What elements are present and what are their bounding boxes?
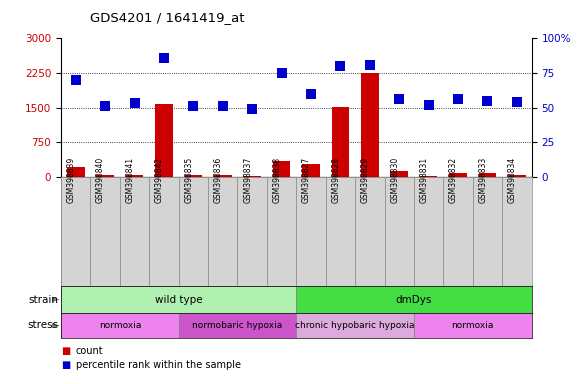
Text: GSM398834: GSM398834 bbox=[508, 157, 517, 203]
Point bbox=[159, 55, 168, 61]
Point bbox=[277, 70, 286, 76]
Text: normoxia: normoxia bbox=[451, 321, 494, 330]
Bar bbox=[449, 173, 467, 177]
Bar bbox=[61, 286, 296, 313]
Text: dmDys: dmDys bbox=[396, 295, 432, 305]
Bar bbox=[243, 176, 261, 177]
Point bbox=[483, 98, 492, 104]
Text: GSM398839: GSM398839 bbox=[67, 157, 76, 203]
Point bbox=[306, 91, 315, 97]
Bar bbox=[390, 171, 408, 177]
Text: percentile rank within the sample: percentile rank within the sample bbox=[76, 360, 241, 370]
Bar bbox=[414, 313, 532, 338]
Bar bbox=[185, 175, 202, 177]
Text: chronic hypobaric hypoxia: chronic hypobaric hypoxia bbox=[295, 321, 415, 330]
Point bbox=[248, 106, 257, 112]
Bar bbox=[273, 161, 290, 177]
Bar bbox=[238, 177, 267, 286]
Text: GDS4201 / 1641419_at: GDS4201 / 1641419_at bbox=[90, 12, 245, 25]
Point bbox=[365, 61, 375, 68]
Text: GSM398832: GSM398832 bbox=[449, 157, 458, 203]
Text: GSM398836: GSM398836 bbox=[214, 157, 223, 203]
Bar bbox=[508, 175, 526, 177]
Text: normobaric hypoxia: normobaric hypoxia bbox=[192, 321, 282, 330]
Bar bbox=[414, 177, 443, 286]
Bar bbox=[149, 177, 179, 286]
Text: GSM398835: GSM398835 bbox=[184, 157, 193, 203]
Text: normoxia: normoxia bbox=[99, 321, 141, 330]
Bar bbox=[296, 313, 414, 338]
Bar bbox=[267, 177, 296, 286]
Bar bbox=[155, 104, 173, 177]
Bar bbox=[91, 177, 120, 286]
Text: GSM398838: GSM398838 bbox=[272, 157, 282, 203]
Point bbox=[71, 77, 80, 83]
Text: GSM398828: GSM398828 bbox=[331, 157, 340, 203]
Bar bbox=[296, 286, 532, 313]
Text: GSM398840: GSM398840 bbox=[96, 157, 105, 203]
Text: stress: stress bbox=[27, 320, 58, 331]
Text: GSM398837: GSM398837 bbox=[243, 157, 252, 203]
Text: ■: ■ bbox=[61, 360, 70, 370]
Point bbox=[512, 99, 522, 105]
Point bbox=[394, 96, 404, 102]
Text: strain: strain bbox=[28, 295, 58, 305]
Bar bbox=[502, 177, 532, 286]
Bar bbox=[332, 107, 349, 177]
Point bbox=[101, 103, 110, 109]
Point bbox=[130, 100, 139, 106]
Bar bbox=[61, 177, 91, 286]
Text: count: count bbox=[76, 346, 103, 356]
Text: GSM398841: GSM398841 bbox=[125, 157, 135, 203]
Text: GSM398842: GSM398842 bbox=[155, 157, 164, 203]
Bar bbox=[355, 177, 385, 286]
Bar bbox=[361, 73, 379, 177]
Bar bbox=[120, 177, 149, 286]
Bar bbox=[385, 177, 414, 286]
Text: GSM398833: GSM398833 bbox=[479, 157, 487, 203]
Text: GSM398830: GSM398830 bbox=[390, 157, 399, 203]
Point bbox=[189, 103, 198, 109]
Bar bbox=[67, 167, 85, 177]
Bar bbox=[473, 177, 502, 286]
Bar bbox=[420, 176, 437, 177]
Bar bbox=[61, 313, 179, 338]
Bar bbox=[302, 164, 320, 177]
Bar bbox=[179, 177, 208, 286]
Bar bbox=[326, 177, 355, 286]
Point bbox=[336, 63, 345, 69]
Bar bbox=[125, 175, 144, 177]
Bar bbox=[296, 177, 326, 286]
Text: GSM398829: GSM398829 bbox=[361, 157, 370, 203]
Text: GSM398827: GSM398827 bbox=[302, 157, 311, 203]
Text: ■: ■ bbox=[61, 346, 70, 356]
Text: GSM398831: GSM398831 bbox=[419, 157, 429, 203]
Bar bbox=[479, 173, 496, 177]
Point bbox=[424, 102, 433, 108]
Bar bbox=[208, 177, 238, 286]
Bar bbox=[96, 175, 114, 177]
Bar bbox=[179, 313, 296, 338]
Bar bbox=[214, 175, 232, 177]
Point bbox=[453, 96, 462, 102]
Bar bbox=[443, 177, 473, 286]
Text: wild type: wild type bbox=[155, 295, 202, 305]
Point bbox=[218, 103, 227, 109]
